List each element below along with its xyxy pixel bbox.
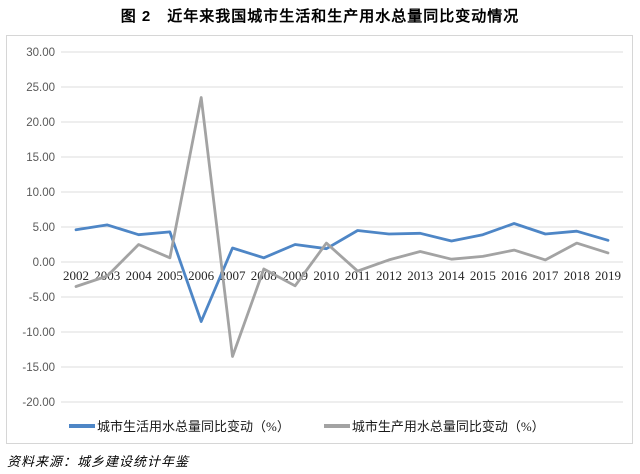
y-axis-tick-label: 0.00	[33, 257, 55, 269]
y-axis-tick-label: -20.00	[22, 397, 55, 409]
legend-item-production-water: 城市生产用水总量同比变动（%）	[323, 416, 545, 435]
y-axis-tick-label: -10.00	[22, 327, 55, 339]
y-axis-tick-label: -5.00	[29, 292, 55, 304]
x-axis-tick-label: 2004	[126, 268, 153, 283]
x-axis-tick-label: 2012	[376, 268, 402, 283]
legend-label-production-water: 城市生产用水总量同比变动（%）	[351, 419, 545, 434]
x-axis-tick-label: 2002	[63, 268, 89, 283]
domestic-water-series-line	[74, 222, 610, 323]
legend-line-sample-blue	[69, 423, 95, 428]
chart-legend: 城市生活用水总量同比变动（%） 城市生产用水总量同比变动（%）	[69, 416, 545, 435]
x-axis-tick-label: 2014	[439, 268, 466, 283]
y-axis-tick-label: 10.00	[26, 187, 55, 199]
y-axis-tick-label: -15.00	[22, 362, 55, 374]
x-axis-tick-label: 2017	[532, 268, 559, 283]
x-axis-tick-label: 2005	[157, 268, 183, 283]
x-axis-tick-label: 2006	[188, 268, 215, 283]
x-axis-tick-label: 2011	[345, 268, 371, 283]
y-axis-tick-label: 15.00	[26, 152, 55, 164]
x-axis-tick-label: 2015	[470, 268, 496, 283]
legend-label-domestic-water: 城市生活用水总量同比变动（%）	[97, 419, 290, 434]
x-axis-tick-label: 2010	[313, 268, 339, 283]
legend-item-domestic-water: 城市生活用水总量同比变动（%）	[69, 416, 290, 435]
y-axis-tick-label: 20.00	[26, 117, 55, 129]
x-axis-tick-label: 2018	[564, 268, 590, 283]
y-axis-tick-label: 25.00	[26, 82, 55, 94]
source-note: 资料来源：城乡建设统计年鉴	[7, 455, 190, 470]
production-water-series-line	[74, 96, 610, 358]
x-axis-tick-label: 2007	[219, 268, 246, 283]
chart-container: 30.00 25.00 20.00 15.00 10.00 5.00 0.00 -5.00 -1…	[6, 35, 633, 444]
line-chart-plot: 30.00 25.00 20.00 15.00 10.00 5.00 0.00 -5.00 -1…	[22, 47, 623, 409]
x-axis-tick-label: 2016	[501, 268, 528, 283]
legend-line-sample-gray	[323, 423, 350, 428]
y-axis-tick-label: 30.00	[26, 47, 55, 59]
y-axis-tick-label: 5.00	[33, 222, 55, 234]
x-axis-tick-label: 2013	[407, 268, 433, 283]
chart-title: 图 2 近年来我国城市生活和生产用水总量同比变动情况	[120, 8, 520, 25]
x-axis-tick-label: 2019	[595, 268, 621, 283]
